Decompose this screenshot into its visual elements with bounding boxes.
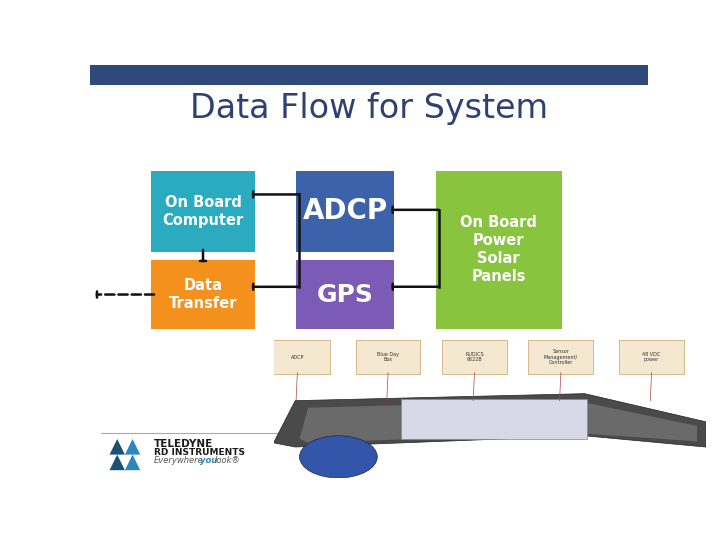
Text: TELEDYNE: TELEDYNE bbox=[154, 439, 213, 449]
Polygon shape bbox=[274, 394, 706, 447]
Text: 48 VDC
power: 48 VDC power bbox=[642, 352, 661, 362]
Text: GPS: GPS bbox=[317, 282, 374, 307]
Text: ADCP: ADCP bbox=[291, 355, 304, 360]
Text: Blue Day
Box: Blue Day Box bbox=[377, 352, 399, 362]
Text: Data
Transfer: Data Transfer bbox=[168, 278, 238, 311]
Bar bbox=[90, 65, 648, 85]
Text: RD INSTRUMENTS: RD INSTRUMENTS bbox=[154, 448, 246, 457]
Text: Everywhere: Everywhere bbox=[154, 456, 204, 465]
Text: On Board
Power
Solar
Panels: On Board Power Solar Panels bbox=[460, 215, 537, 285]
Polygon shape bbox=[125, 439, 140, 455]
FancyBboxPatch shape bbox=[528, 340, 593, 374]
Ellipse shape bbox=[300, 436, 377, 478]
Text: On Board
Computer: On Board Computer bbox=[163, 195, 243, 228]
Text: look®: look® bbox=[215, 456, 240, 465]
FancyBboxPatch shape bbox=[297, 260, 394, 329]
FancyBboxPatch shape bbox=[265, 340, 330, 374]
Text: you: you bbox=[200, 456, 217, 465]
Text: Sensor
Management/
Controller: Sensor Management/ Controller bbox=[544, 349, 578, 365]
Text: RUDICS
9522B: RUDICS 9522B bbox=[465, 352, 484, 362]
FancyBboxPatch shape bbox=[151, 171, 255, 252]
FancyBboxPatch shape bbox=[151, 260, 255, 329]
FancyBboxPatch shape bbox=[442, 340, 507, 374]
FancyBboxPatch shape bbox=[619, 340, 684, 374]
FancyBboxPatch shape bbox=[401, 399, 587, 440]
FancyBboxPatch shape bbox=[356, 340, 420, 374]
Polygon shape bbox=[300, 401, 697, 443]
FancyBboxPatch shape bbox=[297, 171, 394, 252]
Text: Data Flow for System: Data Flow for System bbox=[190, 92, 548, 125]
Polygon shape bbox=[109, 439, 125, 455]
FancyBboxPatch shape bbox=[436, 171, 562, 329]
Polygon shape bbox=[125, 455, 140, 470]
Polygon shape bbox=[109, 455, 125, 470]
Text: ADCP: ADCP bbox=[302, 197, 388, 225]
